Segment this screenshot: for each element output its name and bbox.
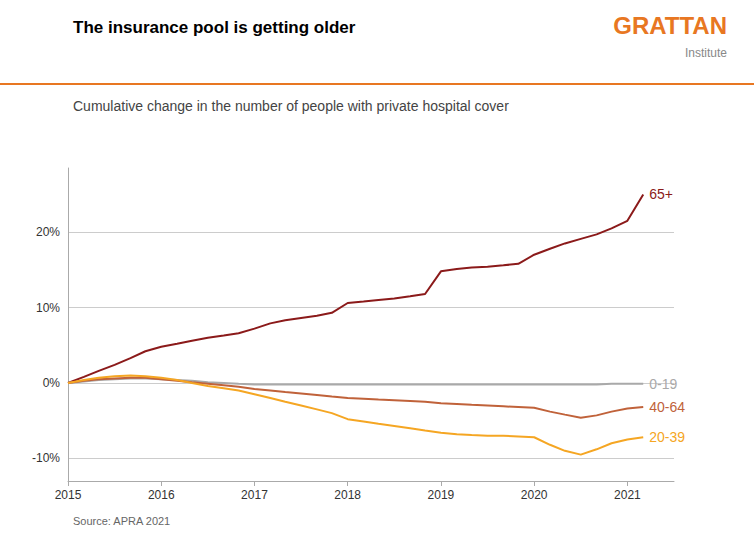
svg-text:2017: 2017 (241, 488, 268, 502)
svg-text:Cumulative change in the numbe: Cumulative change in the number of peopl… (73, 98, 509, 114)
svg-text:2015: 2015 (55, 488, 82, 502)
svg-text:0-19: 0-19 (649, 376, 677, 392)
svg-text:-10%: -10% (32, 451, 60, 465)
svg-text:2018: 2018 (334, 488, 361, 502)
svg-text:20-39: 20-39 (649, 429, 685, 445)
svg-text:40-64: 40-64 (649, 399, 685, 415)
svg-text:65+: 65+ (649, 186, 673, 202)
svg-text:2021: 2021 (614, 488, 641, 502)
svg-text:2016: 2016 (148, 488, 175, 502)
svg-text:0%: 0% (43, 376, 61, 390)
svg-text:10%: 10% (36, 301, 60, 315)
svg-text:Institute: Institute (685, 46, 727, 60)
svg-text:The insurance pool is getting: The insurance pool is getting older (73, 18, 356, 37)
svg-text:Source: APRA 2021: Source: APRA 2021 (73, 515, 170, 527)
svg-text:2019: 2019 (428, 488, 455, 502)
svg-text:20%: 20% (36, 225, 60, 239)
svg-text:2020: 2020 (521, 488, 548, 502)
svg-text:GRATTAN: GRATTAN (613, 12, 727, 39)
